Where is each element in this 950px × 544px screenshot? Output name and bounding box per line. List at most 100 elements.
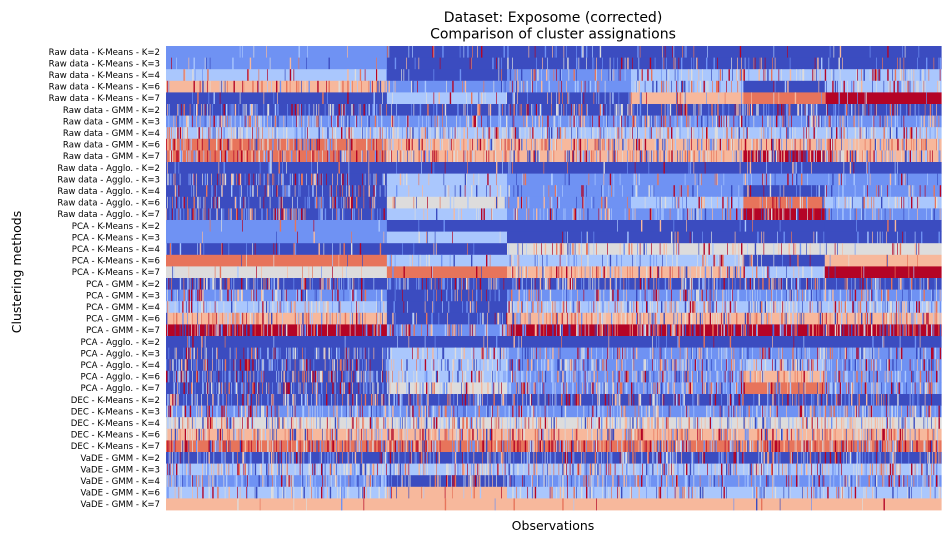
heatmap-cell [526, 104, 527, 116]
heatmap-cell [939, 324, 942, 337]
heatmap-cell [491, 208, 492, 221]
heatmap-cell [481, 208, 483, 221]
heatmap-cell [777, 231, 778, 244]
heatmap-cell [861, 127, 862, 140]
heatmap-cell [229, 324, 231, 337]
heatmap-cell [391, 359, 392, 372]
heatmap-cell [346, 127, 347, 140]
heatmap-cell [347, 46, 348, 58]
heatmap-cell [704, 208, 707, 221]
heatmap-cell [774, 57, 776, 70]
heatmap-cell [747, 104, 748, 116]
heatmap-cell [352, 80, 353, 93]
heatmap-cell [466, 173, 467, 186]
heatmap-cell [467, 278, 468, 290]
heatmap-cell [677, 80, 679, 93]
heatmap-cell [829, 138, 832, 151]
heatmap-cell [188, 173, 190, 186]
heatmap-cell [587, 347, 589, 360]
heatmap-cell [899, 104, 902, 116]
heatmap-cell [743, 266, 826, 279]
heatmap-cell [676, 324, 677, 337]
heatmap-cell [323, 127, 325, 140]
heatmap-cell [798, 150, 800, 163]
heatmap-cell [881, 150, 882, 163]
heatmap-cell [657, 150, 659, 163]
heatmap-cell [689, 324, 691, 337]
heatmap-cell [379, 312, 381, 325]
heatmap-cell [494, 138, 496, 151]
heatmap-cell [711, 266, 712, 279]
heatmap-cell [723, 208, 725, 221]
heatmap-cell [166, 208, 167, 221]
heatmap-cell [554, 138, 557, 151]
heatmap-cell [386, 104, 387, 116]
heatmap-cell [319, 173, 321, 186]
heatmap-cell [761, 127, 762, 140]
heatmap-cell [329, 312, 331, 325]
heatmap-cell [687, 208, 688, 221]
heatmap-cell [326, 278, 328, 290]
heatmap-cell [903, 324, 905, 337]
heatmap-cell [332, 185, 333, 198]
heatmap-cell [337, 208, 339, 221]
heatmap-cell [503, 46, 505, 58]
heatmap-cell [673, 301, 675, 314]
heatmap-cell [296, 115, 297, 128]
heatmap-cell [539, 104, 542, 116]
heatmap-cell [252, 127, 253, 140]
heatmap-cell [699, 80, 702, 93]
heatmap-cell [293, 69, 295, 82]
heatmap-cell [279, 301, 281, 314]
heatmap-cell [527, 92, 528, 105]
heatmap-cell [638, 138, 640, 151]
heatmap-cell [876, 138, 877, 151]
heatmap-cell [499, 347, 502, 360]
heatmap-cell [859, 301, 862, 314]
heatmap-cell [673, 57, 675, 70]
heatmap-cell [502, 104, 503, 116]
heatmap-cell [813, 69, 815, 82]
heatmap-cell [462, 278, 463, 290]
heatmap-cell [281, 208, 282, 221]
heatmap-cell [538, 254, 540, 267]
heatmap-cell [831, 150, 832, 163]
heatmap-cell [506, 359, 508, 372]
heatmap-cell [359, 104, 361, 116]
heatmap-cell [789, 289, 791, 302]
heatmap-cell [603, 138, 605, 151]
heatmap-cell [683, 104, 685, 116]
heatmap-cell [807, 324, 809, 337]
heatmap-cell [303, 208, 305, 221]
heatmap-cell [743, 359, 826, 372]
heatmap-cell [173, 173, 175, 186]
heatmap-cell [658, 127, 660, 140]
heatmap-cell [402, 289, 403, 302]
heatmap-cell [314, 289, 316, 302]
heatmap-cell [266, 208, 267, 221]
heatmap-cell [816, 127, 817, 140]
heatmap-cell [703, 278, 705, 290]
heatmap-cell [587, 150, 588, 163]
heatmap-cell [508, 301, 510, 314]
heatmap-cell [203, 243, 205, 256]
heatmap-cell [289, 185, 291, 198]
heatmap-cell [768, 278, 770, 290]
heatmap-cell [643, 359, 645, 372]
heatmap-cell [937, 173, 938, 186]
heatmap-cell [636, 289, 638, 302]
heatmap-cell [402, 127, 403, 140]
heatmap-cell [511, 150, 512, 163]
heatmap-cell [679, 104, 681, 116]
heatmap-cell [177, 150, 179, 163]
heatmap-cell [746, 289, 747, 302]
heatmap-cell [609, 266, 612, 279]
heatmap-cell [464, 104, 466, 116]
heatmap-cell [609, 289, 612, 302]
heatmap-cell [309, 359, 311, 372]
heatmap-cell [911, 312, 912, 325]
heatmap-cell [587, 359, 589, 372]
heatmap-cell [233, 150, 235, 163]
heatmap-cell [394, 312, 396, 325]
heatmap-cell [762, 150, 763, 163]
